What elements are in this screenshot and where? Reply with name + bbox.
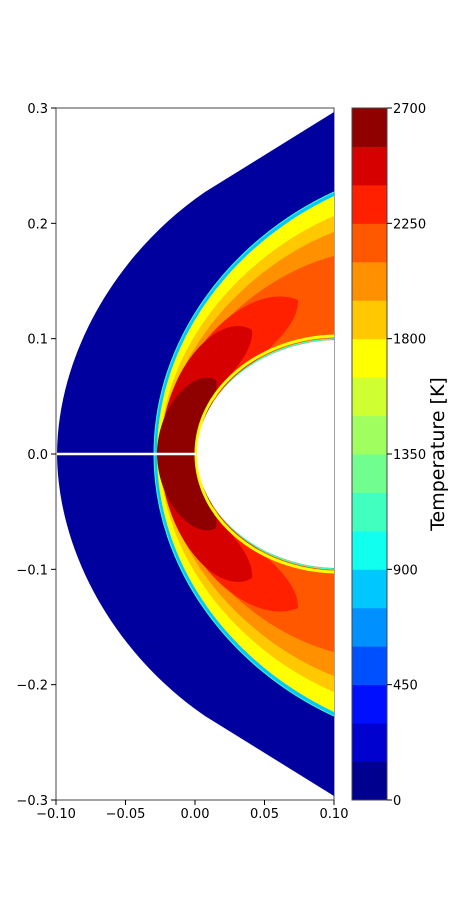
y-axis: 0.3 0.2 0.1 0.0 −0.1 −0.2 −0.3 [16,102,56,809]
colorbar-tick: 450 [387,679,418,694]
colorbar-level [352,261,387,301]
colorbar-level [352,761,387,801]
y-tick-label: 0.2 [27,217,48,232]
colorbar-tick-label: 900 [393,563,418,578]
colorbar-level [352,569,387,609]
x-tick-label: −0.05 [106,807,146,822]
colorbar-level [352,223,387,263]
colorbar-tick: 900 [387,563,418,578]
colorbar-level [352,300,387,340]
colorbar-level [352,723,387,763]
colorbar-level [352,684,387,724]
body-shape [197,340,334,568]
colorbar-tick-label: 2700 [393,102,426,117]
colorbar-level [352,415,387,455]
y-tick-label: 0.1 [27,333,48,348]
colorbar-level [352,607,387,647]
colorbar-level [352,338,387,378]
colorbar-level [352,377,387,417]
y-tick-label: −0.2 [16,679,48,694]
colorbar-level [352,108,387,147]
x-tick-label: −0.10 [36,807,76,822]
colorbar-level [352,492,387,532]
x-tick: −0.05 [106,800,146,822]
y-tick-label: −0.1 [16,563,48,578]
x-tick: −0.10 [36,800,76,822]
colorbar-tick-label: 1350 [393,448,426,463]
colorbar [352,108,387,801]
y-tick-label: 0.0 [27,448,48,463]
colorbar-tick: 2700 [387,102,426,117]
colorbar-level [352,646,387,686]
y-tick: −0.1 [16,563,56,578]
contour-field [57,112,334,796]
x-tick: 0.05 [250,800,279,822]
x-tick: 0.10 [320,800,349,822]
y-tick-label: 0.3 [27,102,48,117]
colorbar-level [352,454,387,493]
colorbar-level [352,530,387,570]
colorbar-tick-label: 0 [393,794,401,809]
colorbar-tick-label: 1800 [393,333,426,348]
colorbar-tick: 1350 [387,448,426,463]
y-tick: −0.3 [16,794,56,809]
colorbar-tick: 1800 [387,333,426,348]
colorbar-level [352,184,387,224]
colorbar-ticks: 2700 2250 1800 1350 900 450 0 [387,102,426,809]
colorbar-level [352,146,387,186]
y-tick: 0.0 [27,448,56,463]
colorbar-tick-label: 2250 [393,217,426,232]
y-tick: 0.2 [27,217,56,232]
colorbar-tick: 2250 [387,217,426,232]
x-tick: 0.00 [181,800,210,822]
colorbar-tick-label: 450 [393,679,418,694]
y-tick: 0.1 [27,333,56,348]
y-tick: −0.2 [16,679,56,694]
y-tick-label: −0.3 [16,794,48,809]
y-tick: 0.3 [27,102,56,117]
x-tick-label: 0.10 [320,807,349,822]
x-axis: −0.10 −0.05 0.00 0.05 0.10 [36,800,348,822]
x-tick-label: 0.05 [250,807,279,822]
colorbar-label: Temperature [K] [427,377,449,532]
colorbar-tick: 0 [387,794,401,809]
x-tick-label: 0.00 [181,807,210,822]
